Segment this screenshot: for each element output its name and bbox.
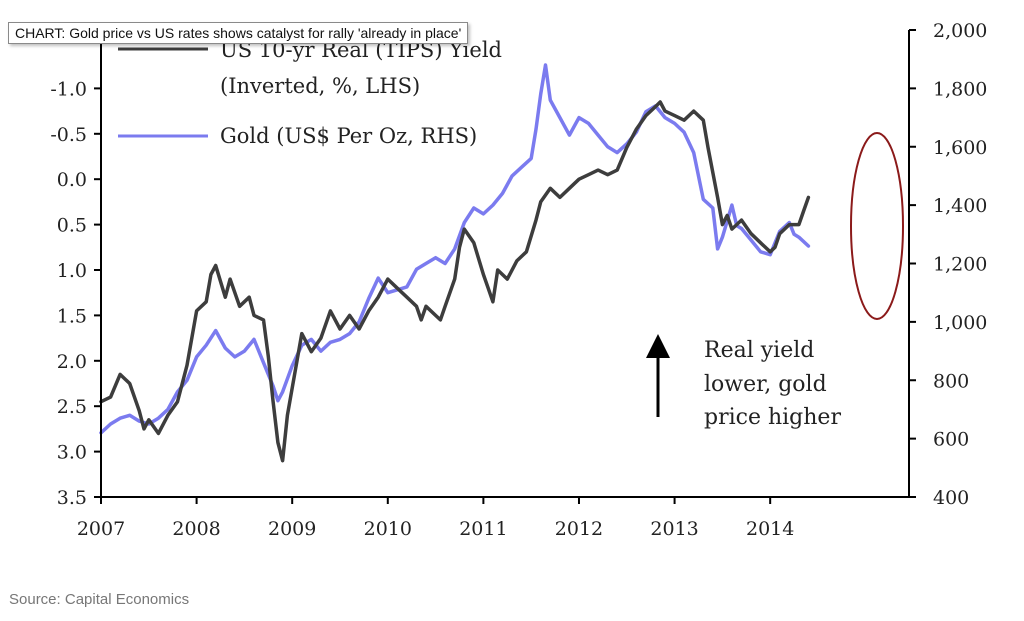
annotation-line-3: price higher bbox=[704, 405, 841, 430]
highlight-ellipse bbox=[850, 132, 904, 320]
annotation: Real yield lower, gold price higher bbox=[646, 334, 841, 430]
ticks-layer: -1.0 -0.5 0.0 0.5 1.0 1.5 2.0 2.5 3.0 3.5 400 600 80… bbox=[50, 20, 987, 540]
left-tick-label: 3.0 bbox=[57, 442, 87, 464]
left-tick-label: 2.5 bbox=[57, 396, 87, 418]
right-tick-label: 400 bbox=[933, 487, 969, 509]
right-tick-label: 1,000 bbox=[933, 312, 987, 334]
x-tick-label: 2010 bbox=[364, 518, 412, 540]
right-tick-label: 1,600 bbox=[933, 137, 987, 159]
chart-tooltip: CHART: Gold price vs US rates shows cata… bbox=[8, 22, 469, 44]
series-layer bbox=[99, 63, 811, 463]
legend-label-yield-line2: (Inverted, %, LHS) bbox=[220, 74, 420, 98]
left-tick-label: 1.0 bbox=[57, 260, 87, 282]
left-tick-label: 3.5 bbox=[57, 487, 87, 509]
right-tick-label: 2,000 bbox=[933, 20, 987, 42]
left-tick-label: -0.5 bbox=[50, 124, 87, 146]
right-tick-label: 1,400 bbox=[933, 195, 987, 217]
series-line-gold bbox=[99, 63, 811, 435]
x-tick-label: 2007 bbox=[77, 518, 125, 540]
right-tick-label: 1,200 bbox=[933, 254, 987, 276]
x-tick-label: 2012 bbox=[555, 518, 603, 540]
x-tick-label: 2014 bbox=[746, 518, 794, 540]
series-line-real-yield bbox=[99, 100, 811, 463]
annotation-arrow-head bbox=[646, 334, 670, 358]
source-note: Source: Capital Economics bbox=[9, 591, 190, 608]
left-tick-label: 0.5 bbox=[57, 215, 87, 237]
right-tick-label: 600 bbox=[933, 429, 969, 451]
x-tick-label: 2009 bbox=[268, 518, 316, 540]
left-tick-label: -1.0 bbox=[50, 78, 87, 100]
right-tick-label: 800 bbox=[933, 370, 969, 392]
annotation-line-2: lower, gold bbox=[704, 372, 827, 397]
legend-label-gold: Gold (US$ Per Oz, RHS) bbox=[220, 124, 477, 148]
x-tick-label: 2013 bbox=[650, 518, 698, 540]
right-tick-label: 1,800 bbox=[933, 78, 987, 100]
left-tick-label: 1.5 bbox=[57, 305, 87, 327]
left-tick-label: 0.0 bbox=[57, 169, 87, 191]
left-tick-label: 2.0 bbox=[57, 351, 87, 373]
legend: US 10-yr Real (TIPS) Yield (Inverted, %,… bbox=[118, 38, 502, 148]
x-tick-label: 2011 bbox=[459, 518, 507, 540]
annotation-line-1: Real yield bbox=[704, 338, 814, 363]
x-tick-label: 2008 bbox=[172, 518, 220, 540]
